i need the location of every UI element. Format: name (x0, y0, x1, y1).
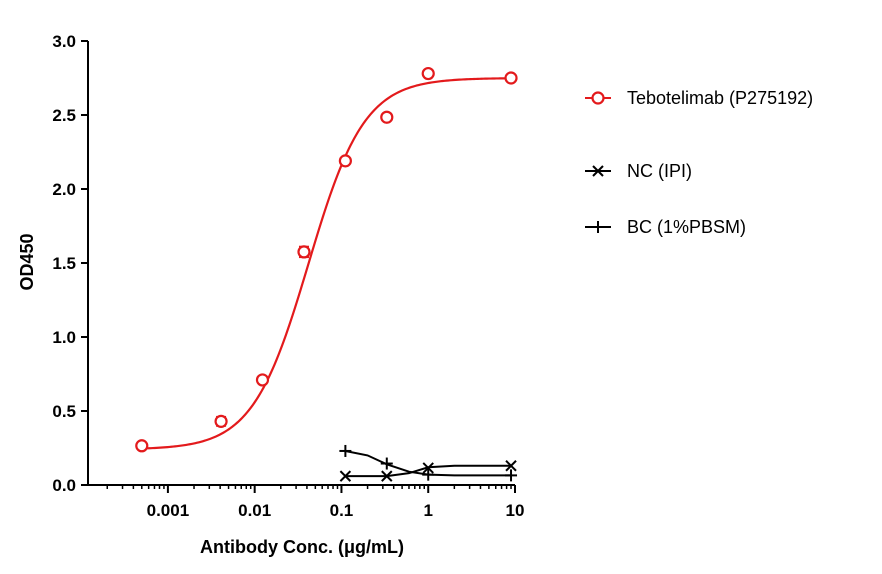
tebotelimab-point (135, 439, 149, 453)
nc-point (422, 462, 434, 474)
tebotelimab-point (255, 373, 270, 387)
y-tick-label: 2.5 (52, 106, 76, 125)
legend: Tebotelimab (P275192) NC (IPI) BC (1%PBSM) (585, 88, 813, 237)
y-tick-label: 0.0 (52, 476, 76, 495)
nc-point (505, 460, 517, 472)
bc-curve (345, 449, 512, 477)
nc-curve (345, 464, 512, 478)
legend-circle-marker (591, 91, 605, 105)
x-tick-label: 0.1 (330, 501, 354, 520)
legend-label: BC (1%PBSM) (627, 217, 746, 237)
tebotelimab-point (504, 71, 518, 85)
x-tick-label: 1 (423, 501, 432, 520)
tebotelimab-point (338, 154, 352, 168)
nc-point (381, 470, 393, 482)
x-tick-label: 0.01 (238, 501, 271, 520)
tebotelimab-point (297, 245, 311, 259)
y-tick-label: 1.5 (52, 254, 76, 273)
y-tick-label: 0.5 (52, 402, 76, 421)
plot-area (135, 66, 518, 482)
tebotelimab-point (380, 110, 394, 124)
legend-label: NC (IPI) (627, 161, 692, 181)
y-axis-title: OD450 (17, 233, 37, 290)
x-axis-title: Antibody Conc. (μg/mL) (200, 537, 404, 557)
tebotelimab-point (421, 66, 435, 81)
legend-label: Tebotelimab (P275192) (627, 88, 813, 108)
axes: 0.0 0.5 1.0 1.5 2.0 2.5 3.0 0.001 0.01 0.1 1 10 (52, 32, 524, 520)
y-tick-label: 1.0 (52, 328, 76, 347)
legend-x-marker (592, 165, 604, 177)
y-tick-label: 2.0 (52, 180, 76, 199)
tebotelimab-point (214, 414, 228, 428)
x-tick-label: 0.001 (147, 501, 190, 520)
y-tick-label: 3.0 (52, 32, 76, 51)
tebotelimab-fit-curve (141, 77, 512, 450)
x-tick-label: 10 (506, 501, 525, 520)
nc-point (339, 470, 352, 482)
